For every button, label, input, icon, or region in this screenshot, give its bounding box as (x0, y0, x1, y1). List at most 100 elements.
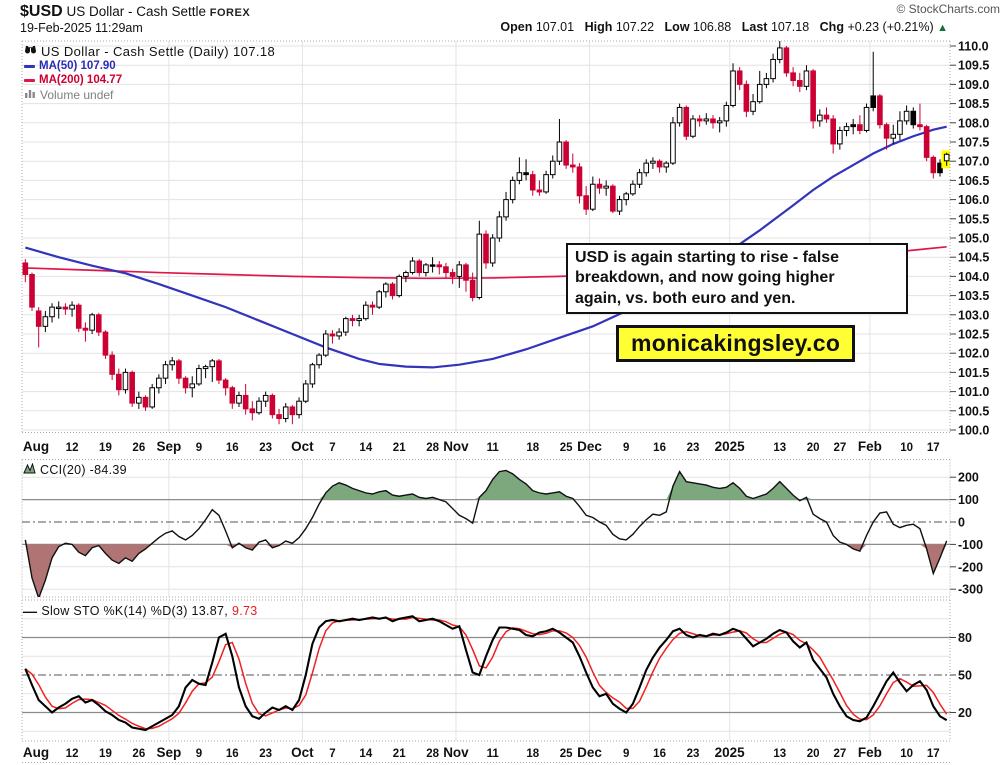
sto-tick-label: 50 (958, 669, 972, 683)
candle (75, 303, 82, 333)
candle (556, 118, 563, 166)
x-axis-day-label: 10 (900, 748, 913, 760)
candle-body (383, 283, 389, 293)
candle (810, 69, 816, 129)
price-tick-label: 102.5 (958, 328, 989, 342)
candle (342, 316, 349, 336)
candle-body (196, 368, 202, 385)
candle-body (182, 377, 189, 389)
x-axis-month-label: Dec (577, 745, 602, 760)
candle-body (389, 283, 396, 297)
candle (583, 186, 589, 215)
ma50-line (25, 125, 947, 369)
candle (35, 307, 42, 348)
price-panel (22, 41, 950, 425)
sto-k-label: Slow STO %K(14) %D(3) 13.87, (41, 604, 229, 618)
cci-line (24, 469, 948, 597)
candle-body (256, 400, 262, 414)
instrument-title: US Dollar - Cash Settle (66, 4, 207, 19)
candle (890, 124, 897, 144)
candle-body (429, 264, 436, 267)
sto-d-line (24, 616, 948, 730)
candle-body (736, 70, 743, 85)
candle (817, 109, 823, 127)
candle-body (683, 106, 690, 137)
candle (389, 282, 396, 300)
x-axis-month-label: Nov (443, 439, 469, 454)
candle-body (850, 124, 856, 128)
candle (596, 178, 603, 194)
price-tick-label: 107.0 (958, 155, 989, 169)
cci-tick-label: -300 (958, 583, 983, 597)
candle-body (449, 272, 456, 277)
candle-body (316, 354, 322, 366)
candle-body (289, 406, 296, 416)
candle (837, 126, 843, 150)
candle-body (716, 120, 723, 124)
candle (723, 101, 730, 127)
candle (176, 358, 182, 384)
candle (863, 103, 870, 133)
price-tick-label: 101.0 (958, 385, 989, 399)
ma200-legend: MA(200) 104.77 (24, 74, 122, 86)
price-tick-label: 101.5 (958, 366, 989, 380)
x-axis-day-label: 19 (99, 442, 112, 454)
price-tick-label: 110.0 (958, 40, 989, 54)
candle-body (29, 273, 35, 308)
candle-body (923, 126, 930, 158)
candle (336, 328, 342, 340)
price-tick-label: 102.0 (958, 347, 989, 361)
candle (403, 270, 409, 283)
candle (376, 289, 382, 310)
candle-body (529, 174, 536, 191)
candle-body (496, 216, 503, 239)
chg-label: Chg (819, 20, 844, 34)
candle-body (703, 118, 710, 122)
candle (102, 330, 109, 359)
x-axis-month-label: Dec (577, 439, 602, 454)
annotation-box: USD is again starting to rise - false br… (566, 243, 908, 315)
candle (770, 53, 776, 83)
x-axis-day-label: 17 (927, 748, 940, 760)
ma50-legend-label: MA(50) 107.90 (39, 60, 116, 72)
price-tick-label: 108.0 (958, 116, 989, 130)
candle (189, 376, 196, 398)
candle (910, 107, 917, 129)
candle (216, 358, 222, 384)
candle-body (803, 70, 810, 87)
candle (483, 230, 489, 269)
candle-body (222, 379, 229, 389)
candle (803, 65, 810, 91)
candle (563, 140, 569, 169)
candle-body (349, 318, 356, 322)
x-axis-day-label: 10 (900, 442, 913, 454)
ma50-legend: MA(50) 107.90 (24, 60, 116, 72)
low-label: Low (664, 20, 690, 34)
candle-body (456, 264, 463, 277)
price-tick-label: 105.5 (958, 212, 989, 226)
x-axis-day-label: 9 (196, 442, 202, 454)
candle-body (676, 106, 683, 124)
candle (322, 330, 329, 358)
candle (703, 113, 710, 125)
candle-body (549, 160, 556, 176)
candle-body (95, 314, 102, 333)
x-axis-month-label: Aug (23, 439, 49, 454)
sto-d-value: 9.73 (232, 604, 258, 618)
candle (710, 115, 716, 129)
x-axis-day-label: 27 (833, 748, 846, 760)
candle-body (750, 101, 756, 112)
candle (182, 376, 189, 394)
candle (409, 257, 416, 275)
candle-body (756, 83, 763, 103)
x-axis-day-label: 13 (773, 748, 786, 760)
cci-overbought-fill (25, 470, 947, 500)
ma200-legend-label: MA(200) 104.77 (39, 74, 123, 86)
candle-body (162, 364, 169, 379)
candle-body (22, 262, 29, 275)
candle-body (209, 360, 216, 368)
panel-borders (21, 40, 951, 763)
candle-body (376, 291, 382, 308)
candle-body (276, 414, 282, 419)
